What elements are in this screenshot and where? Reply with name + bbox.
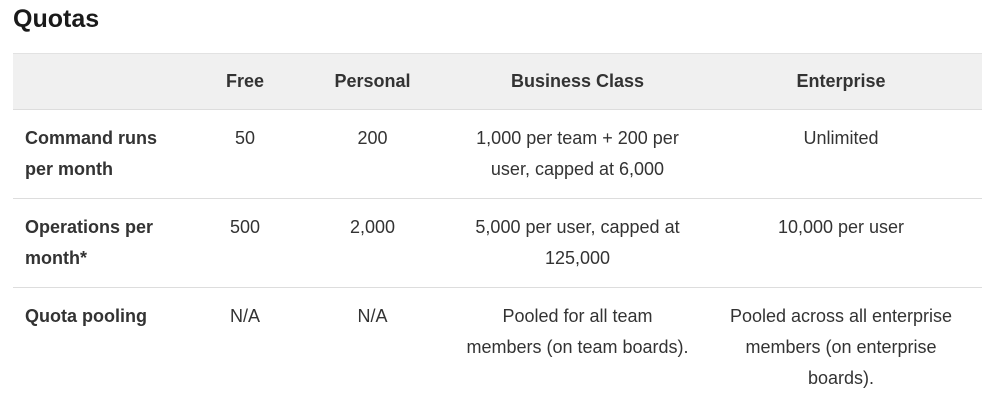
column-header <box>13 54 200 110</box>
table-cell: Pooled across all enterprise members (on… <box>700 288 982 407</box>
table-cell: 10,000 per user <box>700 199 982 288</box>
table-cell: Unlimited <box>700 110 982 199</box>
column-header-personal: Personal <box>290 54 455 110</box>
table-cell: 5,000 per user, capped at 125,000 <box>455 199 700 288</box>
section-title: Quotas <box>13 5 99 34</box>
table-cell: 2,000 <box>290 199 455 288</box>
quotas-table: Free Personal Business Class Enterprise … <box>13 53 982 407</box>
row-label: Quota pooling <box>13 288 200 407</box>
table-cell: 50 <box>200 110 290 199</box>
table-cell: N/A <box>290 288 455 407</box>
row-label: Operations per month* <box>13 199 200 288</box>
table-cell: N/A <box>200 288 290 407</box>
table-row: Quota pooling N/A N/A Pooled for all tea… <box>13 288 982 407</box>
column-header-enterprise: Enterprise <box>700 54 982 110</box>
table-header-row: Free Personal Business Class Enterprise <box>13 54 982 110</box>
table-row: Operations per month* 500 2,000 5,000 pe… <box>13 199 982 288</box>
column-header-free: Free <box>200 54 290 110</box>
table-cell: Pooled for all team members (on team boa… <box>455 288 700 407</box>
table-row: Command runs per month 50 200 1,000 per … <box>13 110 982 199</box>
column-header-business-class: Business Class <box>455 54 700 110</box>
row-label: Command runs per month <box>13 110 200 199</box>
table-cell: 500 <box>200 199 290 288</box>
table-cell: 200 <box>290 110 455 199</box>
table-cell: 1,000 per team + 200 per user, capped at… <box>455 110 700 199</box>
